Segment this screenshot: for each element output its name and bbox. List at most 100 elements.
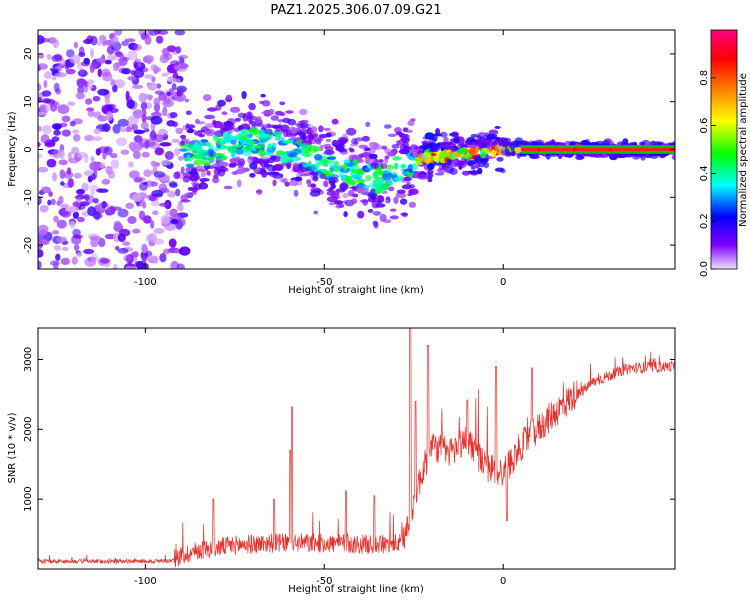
band-blob [241,149,253,157]
noise-blob [59,149,65,159]
noise-blob [90,156,95,162]
snr-x-label: Height of straight line (km) [288,584,424,595]
band-blob [359,199,369,203]
y-tick-label: 10 [23,95,34,108]
band-blob [377,195,385,203]
noise-blob [161,72,169,77]
band-blob [440,131,448,138]
band-blob [470,133,479,138]
noise-blob [142,201,147,209]
band-blob [408,201,417,208]
band-blob [185,163,195,168]
noise-blob [90,190,95,196]
noise-blob [84,153,89,164]
noise-blob [69,220,76,229]
band-blob [319,126,325,131]
noise-blob [67,151,73,162]
noise-blob [39,205,49,213]
x-tick-label: -50 [316,277,332,288]
noise-blob [38,249,44,258]
noise-blob [67,178,74,188]
noise-blob [157,128,168,137]
x-tick-label: -100 [134,277,157,288]
band-blob [302,151,312,158]
band-blob [202,161,211,167]
band-blob [428,148,438,153]
snr-y-ticks: 1000 2000 3000 [23,347,675,512]
band-blob [269,155,277,161]
snr-series [38,328,675,568]
noise-blob [131,123,139,131]
noise-blob [56,219,67,229]
band-blob [270,115,279,121]
band-blob [322,160,329,168]
snr-line [38,328,675,568]
band-blob [198,142,206,146]
band-blob [373,170,379,178]
noise-blob [90,48,94,58]
noise-blob [151,111,162,118]
band-blob [271,145,277,152]
band-blob [455,153,462,158]
noise-blob [98,34,107,43]
noise-blob [127,50,138,61]
band-blob [400,137,408,142]
band-blob [254,158,265,164]
band-blob [204,130,210,135]
noise-blob [83,80,89,88]
band-blob [265,128,272,134]
noise-blob [38,104,46,112]
band-blob [445,166,455,174]
noise-blob [72,211,79,219]
band-blob [308,133,313,142]
band-blob [312,177,319,182]
x-tick-label: 0 [500,277,506,288]
noise-blob [128,161,134,168]
noise-blob [166,91,171,97]
band-blob [372,211,382,216]
noise-blob [120,149,130,155]
band-blob [494,126,501,129]
band-blob [313,146,322,152]
band-blob [394,162,399,170]
noise-blob [113,263,118,269]
band-blob [408,188,419,195]
noise-blob [53,123,62,131]
noise-blob [98,237,106,248]
noise-blob [41,90,52,97]
noise-blob [132,228,141,234]
band-blob [200,156,208,163]
band-blob [274,136,285,141]
band-blob [279,173,284,178]
band-blob [565,140,571,145]
band-blob [407,164,413,172]
noise-blob [154,147,164,156]
band-blob [609,140,615,145]
ridge-point-13 [537,147,541,152]
noise-blob [105,166,113,175]
band-blob [256,191,263,196]
band-blob [296,169,305,174]
band-blob [393,196,399,204]
band-blob [365,174,372,182]
band-blob [227,129,233,134]
noise-blob [113,220,122,228]
band-blob [330,183,336,190]
band-blob [323,170,334,177]
band-blob [226,146,237,152]
noise-blob [182,124,187,131]
ridge-point-4 [300,152,305,157]
band-blob [248,127,259,135]
noise-blob [150,220,155,229]
band-blob [214,155,223,159]
band-blob [350,169,360,173]
spectrogram-ridge [186,140,675,183]
noise-blob [87,79,95,85]
band-blob [331,118,339,125]
noise-blob [146,255,159,263]
noise-blob [52,76,57,81]
band-blob [258,133,270,138]
noise-blob [43,71,53,79]
noise-blob [112,84,118,93]
noise-blob [164,151,174,160]
